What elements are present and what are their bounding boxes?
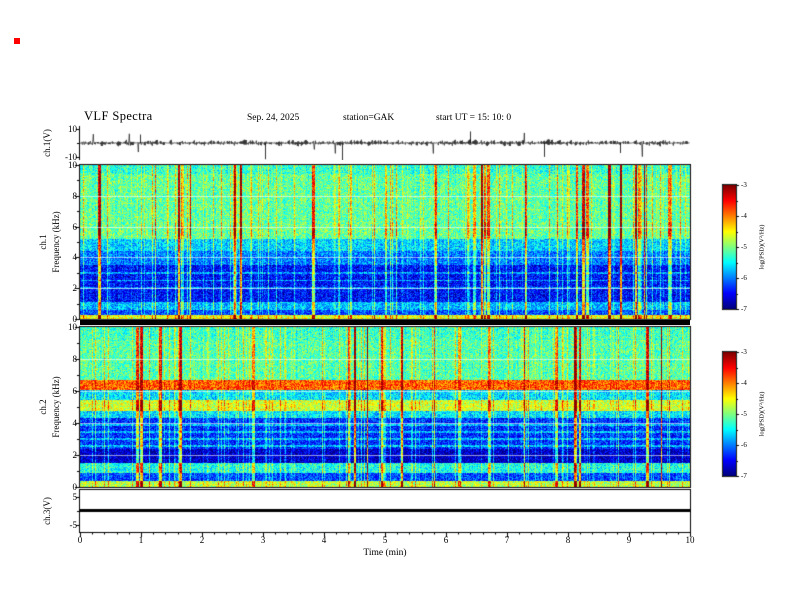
colorbar-tick-label: -5 — [741, 243, 747, 251]
colorbar-tick-label: -4 — [741, 212, 747, 220]
ch3-ytick-label: -5 — [69, 520, 78, 530]
colorbar-tick-label: -7 — [741, 305, 747, 313]
colorbar-2-label: log(PSD)(V²/Hz) — [758, 391, 766, 437]
colorbar-1 — [723, 185, 736, 309]
ch3-ylabel: ch.3(V) — [42, 497, 52, 525]
ch2-spec-ytick-label: 8 — [72, 354, 78, 364]
ch1-spectrogram-canvas — [80, 165, 690, 319]
ch1-wave-ylabel: ch.1(V) — [42, 129, 52, 157]
ch1-spec-channel-label: ch.1 — [38, 234, 48, 250]
station-label: station=GAK — [343, 113, 395, 123]
start-ut-label: start UT = 15: 10: 0 — [436, 113, 512, 123]
ch1-spec-ytick-label: 10 — [68, 160, 77, 170]
date-label: Sep. 24, 2025 — [247, 113, 300, 123]
ch2-spec-ytick-label: 4 — [72, 418, 78, 428]
colorbar-tick-label: -4 — [741, 379, 747, 387]
time-xtick-label: 6 — [443, 535, 449, 545]
ch1-wave-ytick-label: -10 — [65, 152, 77, 162]
red-marker-dot — [14, 38, 20, 44]
ch1-spec-ytick-label: 6 — [72, 221, 78, 232]
ch3-ytick-label: 5 — [72, 492, 78, 502]
colorbar-tick-label: -3 — [741, 181, 747, 189]
time-xtick-label: 1 — [138, 535, 144, 545]
time-xtick-label: 8 — [565, 535, 571, 545]
ch2-spec-channel-label: ch.2 — [38, 399, 48, 415]
ch1-wave-ytick-label: 10 — [68, 124, 77, 134]
colorbar-1-label: log(PSD)(V²/Hz) — [758, 224, 766, 270]
time-xtick-label: 4 — [321, 535, 327, 545]
ch2-spec-frequency-label: Frequency (kHz) — [51, 376, 61, 438]
ch2-spec-ytick-label: 6 — [72, 386, 78, 396]
ch2-spec-ytick-label: 2 — [72, 450, 78, 460]
ch2-spec-ytick-label: 10 — [68, 322, 77, 332]
ch1-spec-frequency-label: Frequency (kHz) — [51, 211, 61, 273]
colorbar-tick-label: -3 — [741, 348, 747, 356]
time-axis-label: Time (min) — [363, 548, 407, 558]
time-xtick-label: 9 — [626, 535, 632, 545]
colorbar-tick-label: -7 — [741, 472, 747, 480]
colorbar-tick-label: -5 — [741, 410, 747, 418]
ch1-spec-ytick-label: 0 — [72, 314, 78, 324]
colorbar-tick-label: -6 — [741, 441, 747, 449]
page-title: VLF Spectra — [84, 109, 153, 123]
time-xtick-label: 10 — [685, 535, 695, 545]
ch1-spec-ytick-label: 2 — [72, 283, 78, 294]
colorbar-2 — [723, 352, 736, 476]
colorbar-tick-label: -6 — [741, 274, 747, 282]
time-xtick-label: 3 — [260, 535, 266, 545]
ch1-spec-ytick-label: 8 — [72, 190, 78, 201]
ch1-spec-ytick-label: 4 — [72, 252, 78, 263]
panel-separator-bar — [80, 320, 690, 325]
ch2-spec-ytick-label: 0 — [72, 482, 78, 492]
time-xtick-label: 2 — [199, 535, 205, 545]
time-xtick-label: 0 — [77, 535, 83, 545]
ch1-waveform-canvas — [80, 126, 690, 160]
time-xtick-label: 7 — [504, 535, 510, 545]
time-xtick-label: 5 — [382, 535, 388, 545]
ch2-spectrogram-canvas — [80, 327, 690, 487]
